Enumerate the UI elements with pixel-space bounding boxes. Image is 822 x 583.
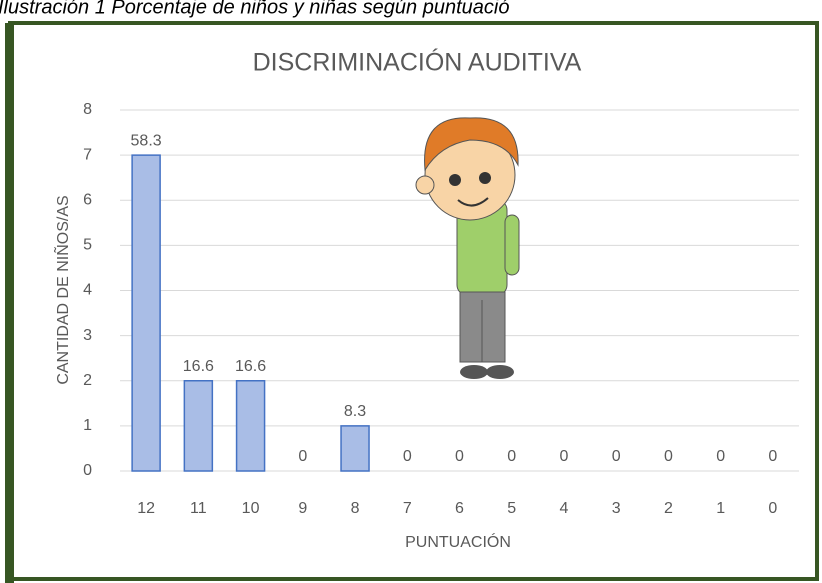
x-tick-label: 7 [403,500,412,517]
y-tick-label: 0 [83,462,92,479]
x-tick-label: 1 [716,500,725,517]
frame-left [5,23,14,583]
x-tick-label: 4 [560,500,569,517]
data-label: 16.6 [183,358,214,375]
x-tick-label: 0 [768,500,777,517]
data-label: 8.3 [344,403,366,420]
data-label: 0 [298,448,307,465]
data-label: 0 [560,448,569,465]
data-label: 0 [716,448,725,465]
x-tick-label: 9 [298,500,307,517]
data-label: 0 [507,448,516,465]
bar [132,155,160,471]
x-tick-label: 3 [612,500,621,517]
data-label: 0 [768,448,777,465]
page: {"caption":"Ilustración 1 Porcentaje de … [0,0,822,583]
bar [341,426,369,471]
x-tick-label: 6 [455,500,464,517]
bar [184,381,212,471]
x-tick-label: 5 [507,500,516,517]
y-tick-label: 5 [83,237,92,254]
data-label: 0 [455,448,464,465]
y-tick-label: 3 [83,327,92,344]
x-tick-label: 10 [242,500,260,517]
y-tick-label: 8 [83,101,92,118]
background [0,0,822,583]
y-tick-label: 1 [83,417,92,434]
chart: Ilustración 1 Porcentaje de niños y niña… [0,0,822,583]
y-tick-label: 2 [83,372,92,389]
y-axis-label: CANTIDAD DE NIÑOS/AS [52,195,72,384]
data-label: 0 [403,448,412,465]
y-tick-label: 6 [83,191,92,208]
data-label: 0 [664,448,673,465]
data-label: 16.6 [235,358,266,375]
x-tick-label: 12 [137,500,155,517]
x-tick-label: 2 [664,500,673,517]
x-axis-label: PUNTUACIÓN [405,532,511,551]
data-label: 58.3 [131,132,162,149]
y-tick-label: 4 [83,282,92,299]
x-tick-label: 8 [351,500,360,517]
y-tick-label: 7 [83,146,92,163]
chart-title: DISCRIMINACIÓN AUDITIVA [253,48,582,77]
caption: Ilustración 1 Porcentaje de niños y niña… [0,0,509,18]
bar [237,381,265,471]
data-label: 0 [612,448,621,465]
x-tick-label: 11 [190,500,207,517]
